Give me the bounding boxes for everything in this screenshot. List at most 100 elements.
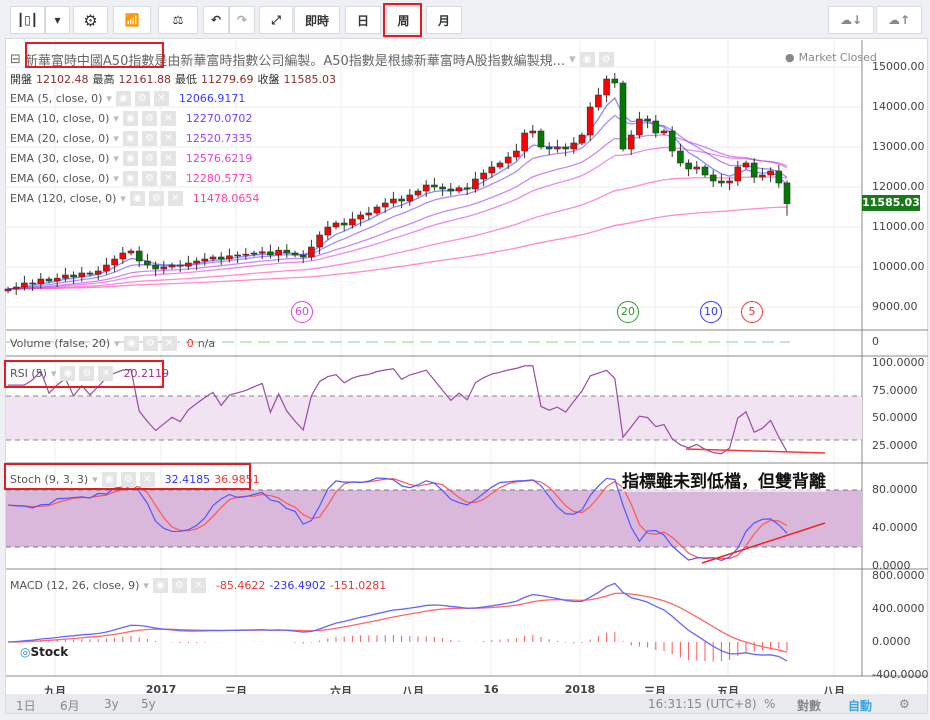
- chart-area[interactable]: [5, 38, 928, 714]
- candle-body: [611, 78, 619, 84]
- eye-icon[interactable]: ◉: [122, 151, 138, 166]
- caret-down-icon[interactable]: ▾: [92, 473, 98, 486]
- log-toggle[interactable]: 對數: [797, 699, 822, 713]
- candle-body: [381, 202, 389, 208]
- caret-down-icon[interactable]: ▾: [113, 152, 119, 165]
- eye-icon[interactable]: ◉: [122, 171, 138, 186]
- ema-label: EMA (60, close, 0): [10, 172, 110, 185]
- candle-body: [29, 282, 36, 285]
- eye-icon[interactable]: ◉: [123, 336, 139, 351]
- range-6m[interactable]: 6月: [60, 699, 80, 713]
- range-3y[interactable]: 3y: [104, 697, 119, 711]
- collapse-icon[interactable]: ⊟: [10, 52, 21, 67]
- eye-icon[interactable]: ◉: [60, 366, 76, 381]
- caret-down-icon[interactable]: ▾: [113, 172, 119, 185]
- close-icon[interactable]: ✕: [139, 472, 155, 487]
- ema-20-marker: 20: [617, 301, 639, 323]
- caret-down-icon[interactable]: ▾: [114, 337, 120, 350]
- eye-icon[interactable]: ◉: [122, 131, 138, 146]
- macd-signal-value: -151.0281: [329, 579, 387, 592]
- candle-body: [357, 214, 364, 220]
- candle-body: [111, 258, 118, 266]
- auto-scale-toggle[interactable]: 自動: [848, 699, 873, 713]
- candle-body: [578, 134, 586, 144]
- candle-body: [644, 118, 651, 122]
- caret-down-icon[interactable]: ▾: [143, 579, 149, 592]
- caret-down-icon[interactable]: ▾: [113, 112, 119, 125]
- interval-week[interactable]: 周: [386, 6, 421, 34]
- candle-body: [62, 274, 69, 279]
- gear-icon: ⚙: [83, 10, 98, 30]
- gear-icon[interactable]: ⚙: [120, 472, 136, 487]
- range-1d[interactable]: 1日: [16, 699, 36, 713]
- gear-icon[interactable]: ⚙: [598, 52, 614, 67]
- close-icon[interactable]: ✕: [153, 91, 169, 106]
- interval-day[interactable]: 日: [345, 6, 381, 34]
- settings-button[interactable]: ⚙: [73, 6, 108, 34]
- gear-icon[interactable]: ⚙: [148, 191, 164, 206]
- eye-icon[interactable]: ◉: [115, 91, 131, 106]
- range-5y[interactable]: 5y: [141, 697, 156, 711]
- interval-realtime[interactable]: 即時: [294, 6, 340, 34]
- gear-icon[interactable]: ⚙: [141, 131, 157, 146]
- fullscreen-button[interactable]: ⤢: [259, 6, 293, 34]
- symbol-title: ⊟ 新華富時中國A50指數是由新華富時指數公司編製。A50指數是根據新華富時A股指…: [10, 50, 614, 69]
- caret-down-icon[interactable]: ▾: [569, 52, 576, 67]
- save-chart-button[interactable]: ☁↑: [876, 6, 922, 34]
- close-icon[interactable]: ✕: [98, 366, 114, 381]
- gear-icon[interactable]: ⚙: [134, 91, 150, 106]
- gear-icon[interactable]: ⚙: [142, 336, 158, 351]
- load-chart-button[interactable]: ☁↓: [828, 6, 874, 34]
- gear-icon[interactable]: ⚙: [141, 171, 157, 186]
- candle-body: [226, 255, 233, 260]
- candle-body: [636, 118, 643, 136]
- gear-icon[interactable]: ⚙: [171, 578, 187, 593]
- eye-icon[interactable]: ◉: [129, 191, 145, 206]
- caret-down-icon[interactable]: ▾: [50, 367, 57, 380]
- gear-icon[interactable]: ⚙: [141, 151, 157, 166]
- rsi-label: RSI (5): [10, 367, 47, 380]
- close-icon[interactable]: ✕: [160, 171, 176, 186]
- chart-type-dropdown[interactable]: ▾: [45, 6, 70, 34]
- interval-month[interactable]: 月: [426, 6, 462, 34]
- close-icon[interactable]: ✕: [160, 131, 176, 146]
- price-tick: 9000.00: [872, 300, 918, 313]
- open-value: 12102.48: [36, 72, 89, 86]
- redo-button[interactable]: ↷: [229, 6, 255, 34]
- cloud-upload-icon: ☁↑: [887, 13, 911, 27]
- gear-icon[interactable]: ⚙: [141, 111, 157, 126]
- time-tick: 2017: [145, 683, 177, 696]
- compare-button[interactable]: ⚖: [158, 6, 198, 34]
- high-value: 12161.88: [118, 72, 172, 86]
- eye-icon[interactable]: ◉: [101, 472, 117, 487]
- close-icon[interactable]: ✕: [161, 336, 177, 351]
- ema-line-120: [7, 206, 788, 290]
- macd-tick: -400.0000: [872, 668, 929, 681]
- gear-icon[interactable]: ⚙: [899, 697, 910, 711]
- undo-button[interactable]: ↶: [203, 6, 229, 34]
- caret-down-icon: ▾: [54, 13, 61, 27]
- eye-icon[interactable]: ◉: [152, 578, 168, 593]
- candle-body: [78, 272, 86, 278]
- candle-body: [586, 106, 594, 136]
- gear-icon[interactable]: ⚙: [79, 366, 95, 381]
- candle-body: [160, 266, 168, 270]
- chart-type-button[interactable]: ┃▯┃: [10, 6, 45, 34]
- close-icon[interactable]: ✕: [167, 191, 183, 206]
- eye-icon[interactable]: ◉: [122, 111, 138, 126]
- eye-icon[interactable]: ◉: [579, 52, 595, 67]
- percent-toggle[interactable]: %: [764, 697, 776, 711]
- close-icon[interactable]: ✕: [160, 111, 176, 126]
- close-icon[interactable]: ✕: [190, 578, 206, 593]
- candle-body: [750, 162, 758, 178]
- candle-body: [422, 184, 430, 192]
- close-icon[interactable]: ✕: [160, 151, 176, 166]
- caret-down-icon[interactable]: ▾: [113, 132, 119, 145]
- indicators-button[interactable]: 📶: [113, 6, 151, 34]
- candle-body: [603, 78, 610, 96]
- candle-body: [119, 252, 127, 260]
- ema-60-marker: 60: [291, 301, 313, 323]
- caret-down-icon[interactable]: ▾: [106, 92, 112, 105]
- caret-down-icon[interactable]: ▾: [120, 192, 126, 205]
